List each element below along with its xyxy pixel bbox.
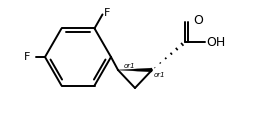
Text: or1: or1: [154, 72, 165, 78]
Text: F: F: [104, 8, 111, 18]
Text: or1: or1: [124, 63, 136, 69]
Text: F: F: [24, 52, 30, 62]
Text: OH: OH: [206, 35, 225, 49]
Text: O: O: [193, 13, 203, 26]
Polygon shape: [118, 68, 152, 72]
